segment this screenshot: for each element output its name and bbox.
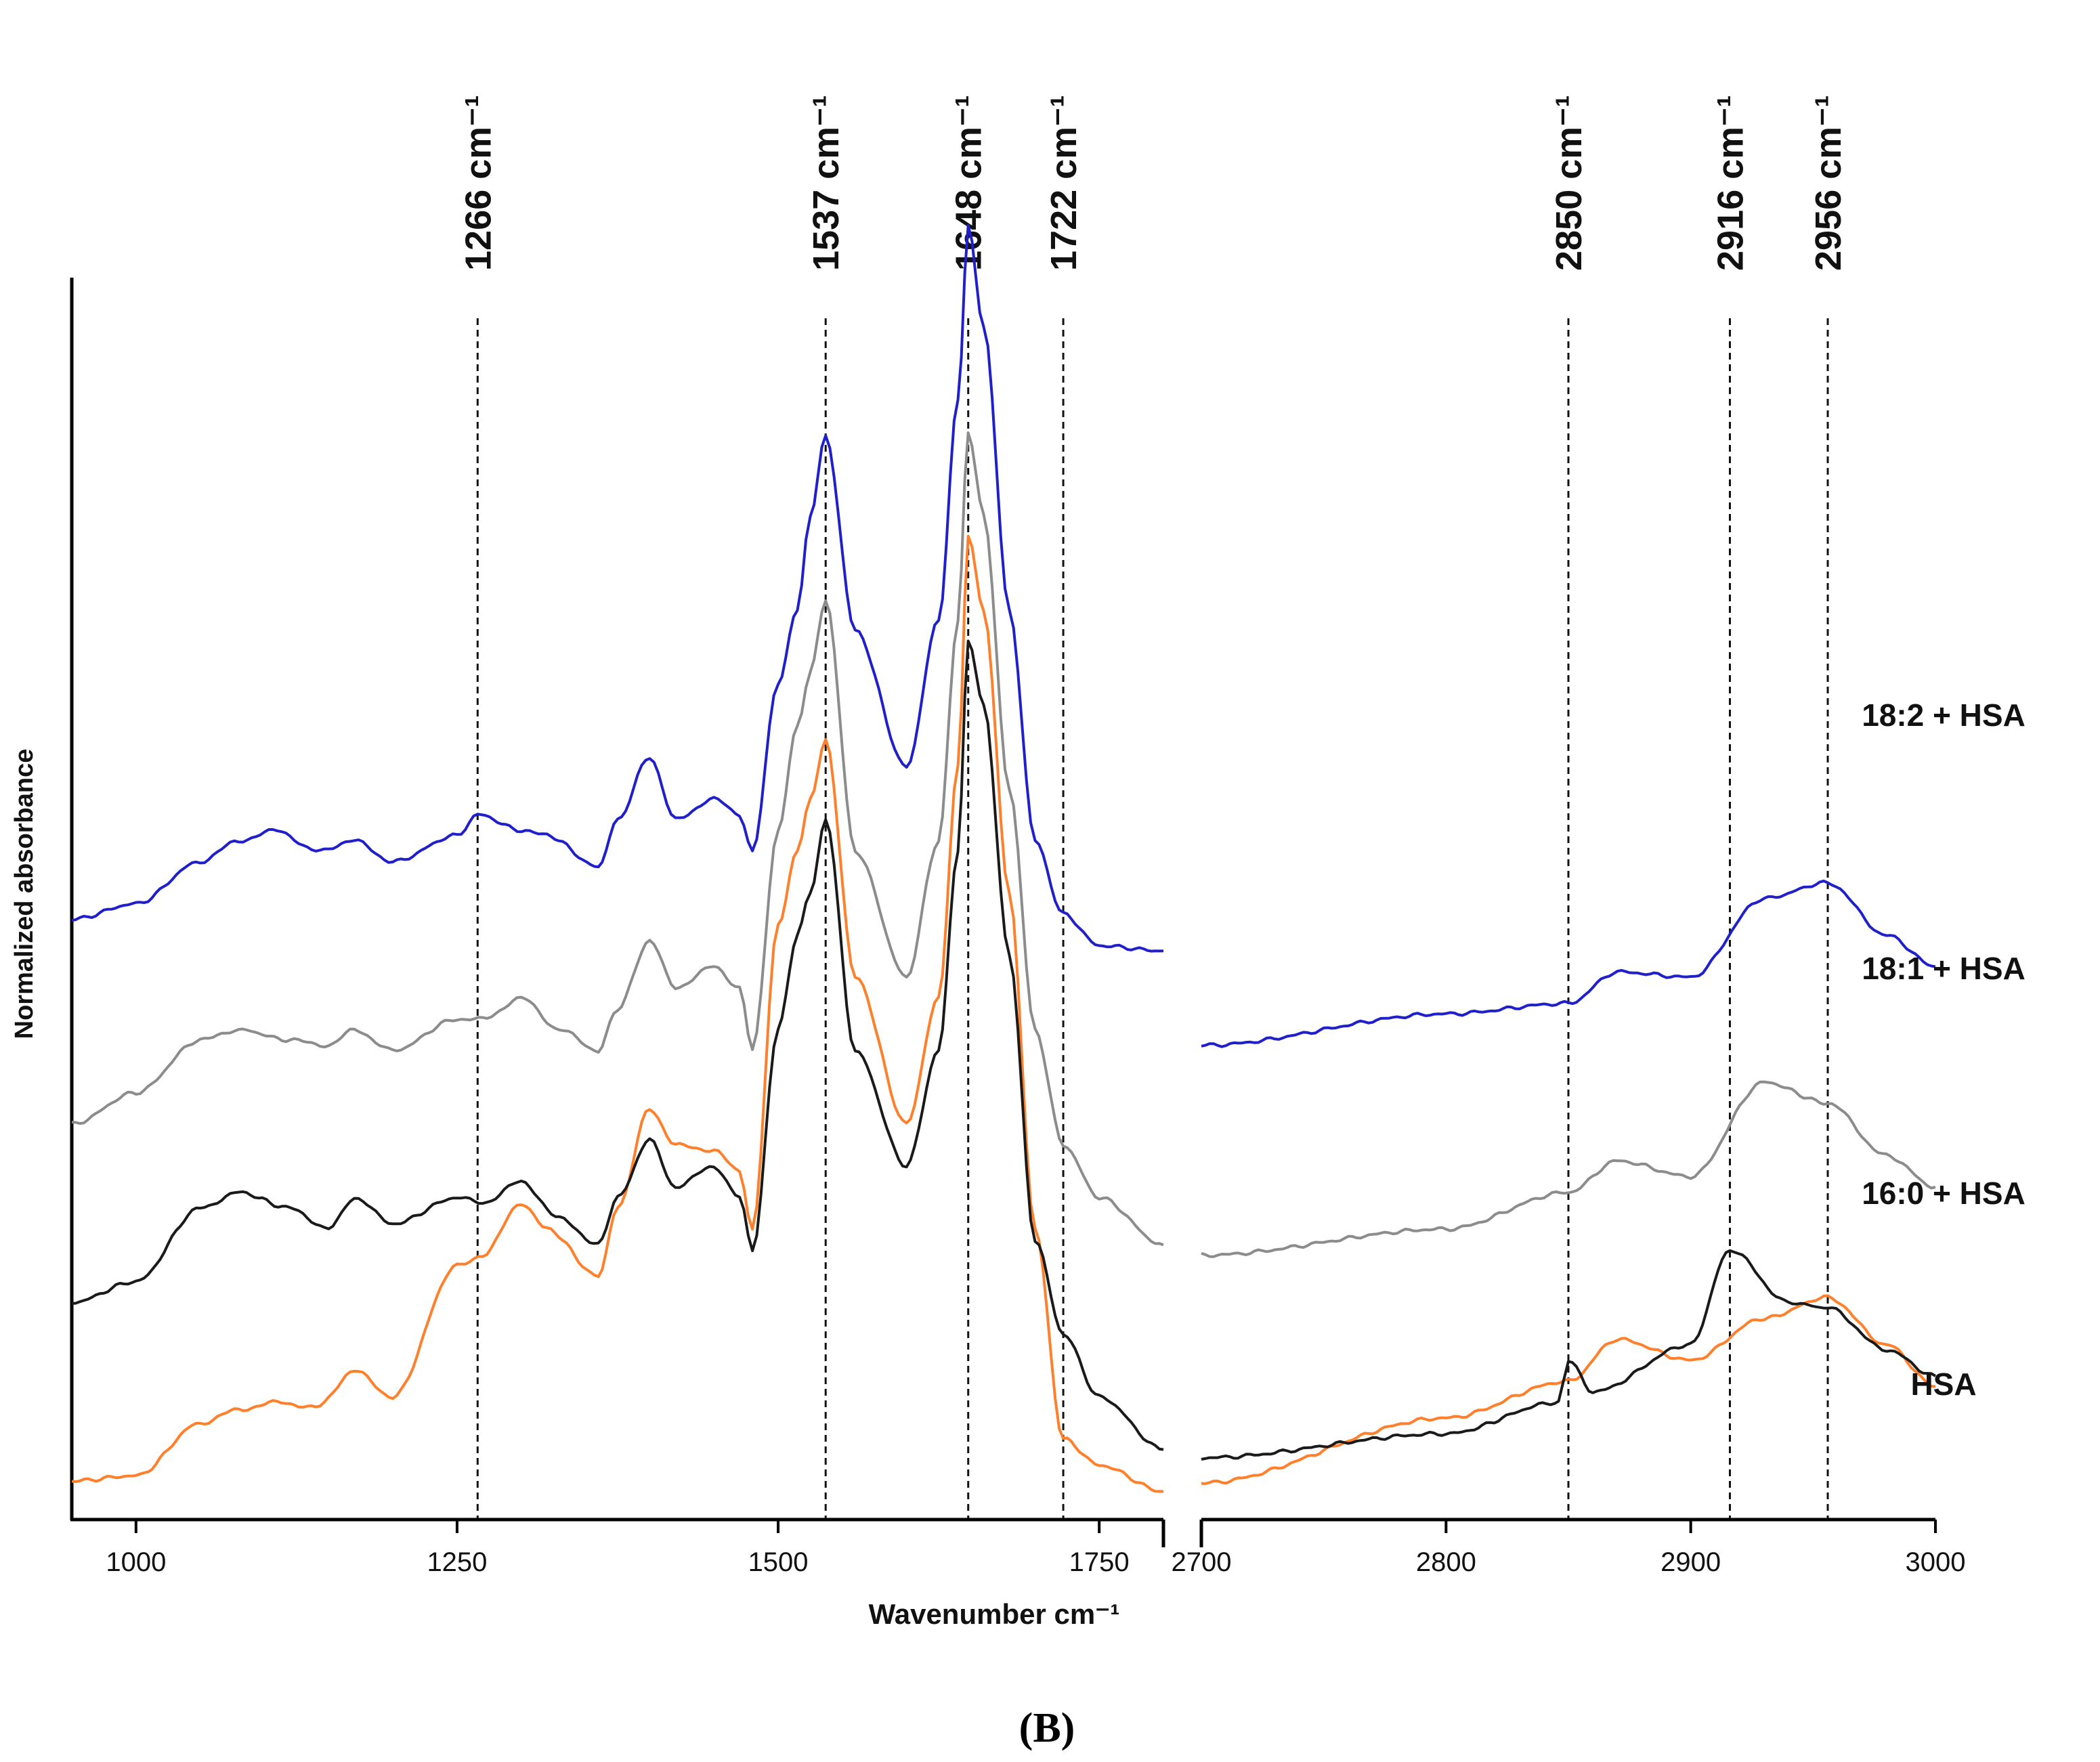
series-line-18-1-hsa-segment-2 — [1201, 1080, 1936, 1258]
peak-label-2850: 2850 cm⁻¹ — [1549, 95, 1589, 271]
x-tick-label-3000: 3000 — [1906, 1547, 1966, 1577]
series-18-1-hsa — [71, 431, 1936, 1258]
x-tick-label-2800: 2800 — [1416, 1547, 1476, 1577]
x-tick-label-1500: 1500 — [748, 1547, 809, 1577]
series-line-18-2-hsa-segment-2 — [1201, 880, 1936, 1048]
x-tick-label-1750: 1750 — [1069, 1547, 1130, 1577]
peak-label-2956: 2956 cm⁻¹ — [1808, 95, 1849, 271]
reference-lines — [476, 318, 1829, 1518]
peak-label-2916: 2916 cm⁻¹ — [1710, 95, 1751, 271]
peak-label-1537: 1537 cm⁻¹ — [806, 95, 847, 271]
series-line-18-1-hsa-segment-1 — [71, 431, 1164, 1247]
series-line-16-0-hsa-segment-1 — [71, 639, 1164, 1451]
peak-label-1266: 1266 cm⁻¹ — [458, 95, 498, 271]
x-tick-label-2700: 2700 — [1172, 1547, 1232, 1577]
legend-label-18-2-hsa: 18:2 + HSA — [1862, 697, 2026, 733]
x-tick-label-1000: 1000 — [106, 1547, 166, 1577]
x-axis-title: Wavenumber cm⁻¹ — [869, 1598, 1120, 1630]
legend-label-16-0-hsa: 16:0 + HSA — [1862, 1176, 2026, 1211]
x-ticks: 1000 1250 1500 1750 2700 2800 2900 3000 — [106, 1520, 1965, 1577]
peak-label-1722: 1722 cm⁻¹ — [1044, 95, 1084, 271]
series-line-hsa-segment-2 — [1201, 1294, 1936, 1485]
x-tick-label-2900: 2900 — [1660, 1547, 1721, 1577]
series-16-0-hsa — [71, 639, 1937, 1461]
series-line-18-2-hsa-segment-1 — [71, 223, 1164, 953]
series-line-hsa-segment-1 — [71, 534, 1164, 1493]
legend-label-18-1-hsa: 18:1 + HSA — [1862, 951, 2026, 986]
peak-labels: 1266 cm⁻¹ 1537 cm⁻¹ 1648 cm⁻¹ 1722 cm⁻¹ 2850… — [458, 95, 1849, 271]
y-axis-title: Normalized absorbance — [10, 749, 39, 1039]
panel-label: (B) — [1019, 1705, 1075, 1751]
legend-label-hsa: HSA — [1910, 1367, 1976, 1402]
series-18-2-hsa — [71, 223, 1936, 1048]
series-line-16-0-hsa-segment-2 — [1201, 1249, 1937, 1461]
axes — [70, 278, 1935, 1547]
peak-label-1648: 1648 cm⁻¹ — [949, 95, 989, 271]
legend: HSA 16:0 + HSA 18:1 + HSA 18:2 + HSA — [1862, 697, 2026, 1402]
x-tick-label-1250: 1250 — [427, 1547, 487, 1577]
series-layer — [71, 223, 1937, 1493]
series-hsa — [71, 534, 1936, 1493]
